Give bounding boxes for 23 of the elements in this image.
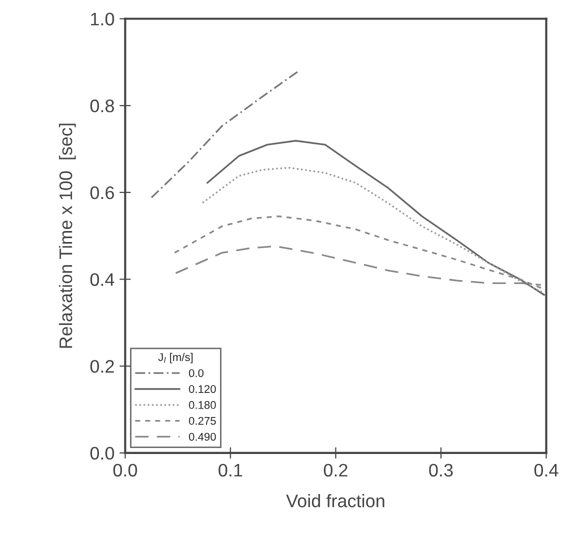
y-tick-label: 0.8 <box>90 100 114 112</box>
y-axis-title: Relaxation Time x 100 [sec] <box>58 124 76 348</box>
x-tick-label: 0.3 <box>429 464 453 477</box>
y-tick-label: 0.6 <box>90 186 114 200</box>
legend-title: J$_{l}$ [m/s] <box>158 352 193 364</box>
y-tick-label: 0.0 <box>90 446 114 460</box>
legend-label: 0.490 <box>188 432 216 441</box>
x-axis-title: Void fraction <box>286 494 384 508</box>
line-series <box>206 140 545 296</box>
legend-label: 0.0 <box>188 369 204 378</box>
y-tick-label: 1.0 <box>91 12 114 26</box>
y-tick-label: 0.4 <box>90 273 114 286</box>
x-tick-label: 0.0 <box>113 464 138 477</box>
legend-label: 0.180 <box>188 401 216 409</box>
x-tick-label: 0.1 <box>218 464 242 477</box>
y-tick-label: 0.2 <box>90 360 114 373</box>
legend-label: 0.275 <box>188 416 216 425</box>
line-series <box>150 70 300 198</box>
legend-label: 0.120 <box>188 385 216 393</box>
x-tick-label: 0.4 <box>534 464 558 477</box>
line-series <box>202 166 545 294</box>
line-series <box>174 215 542 289</box>
x-tick-label: 0.2 <box>324 464 348 477</box>
